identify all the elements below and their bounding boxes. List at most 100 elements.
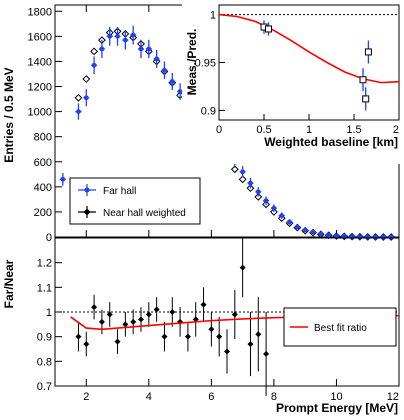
far-hall-point: [154, 56, 160, 62]
ratio-point: [83, 341, 90, 348]
inset-point: [265, 25, 272, 33]
inset-x-tick-label: 1.5: [346, 124, 361, 136]
far-hall-point: [76, 109, 81, 114]
near-hall-point: [238, 175, 247, 184]
inset-y-axis: 0.9 0.95 1: [195, 10, 225, 117]
ratio-point: [255, 331, 262, 338]
main-y-tick-label: 600: [34, 157, 52, 169]
far-hall-point: [334, 233, 339, 239]
inset-x-tick-label: 0.5: [256, 124, 271, 136]
ratio-y-tick-label: 1.2: [37, 258, 52, 270]
far-hall-point: [122, 37, 128, 43]
inset-point: [362, 95, 370, 103]
legend-best-fit-label: Best fit ratio: [314, 323, 367, 334]
x-tick-label: 2: [83, 391, 89, 403]
inset-x-tick-label: 2: [393, 124, 399, 136]
main-y-axis: 0 200 400 600 800 1000 1200 1400 1600 1800: [28, 5, 400, 244]
far-hall-point: [138, 46, 144, 52]
inset-x-axis: 0 0.5 1 1.5 2: [216, 114, 400, 136]
ratio-point: [231, 311, 238, 318]
inset-point: [359, 76, 367, 84]
far-hall-point: [294, 224, 300, 230]
inset-point: [364, 48, 372, 56]
x-tick-label: 6: [208, 391, 214, 403]
far-hall-point: [83, 95, 89, 101]
far-hall-point: [240, 169, 246, 175]
ratio-point: [91, 304, 98, 311]
ratio-point: [130, 318, 137, 325]
ratio-y-tick-label: 1.1: [37, 282, 52, 294]
main-y-tick-label: 400: [34, 182, 52, 194]
legend-near-hall-label: Near hall weighted: [103, 208, 186, 219]
ratio-point: [208, 326, 215, 333]
x-tick-label: 8: [271, 391, 277, 403]
ratio-x-axis: 2 4 6 8 10 12: [83, 379, 400, 403]
ratio-point: [184, 333, 191, 340]
main-legend: Far hall Near hall weighted: [69, 177, 201, 225]
far-hall-point: [271, 205, 277, 211]
far-hall-point: [263, 198, 269, 204]
far-hall-point: [365, 234, 371, 240]
inset-y-tick-label: 0.9: [201, 105, 216, 117]
near-hall-point: [90, 47, 98, 56]
far-hall-point: [279, 213, 285, 219]
main-y-axis-label: Entries / 0.5 MeV: [2, 67, 16, 162]
ratio-y-tick-label: 0.9: [37, 332, 52, 344]
far-hall-point: [388, 234, 394, 240]
far-hall-point: [60, 176, 66, 182]
far-hall-point: [91, 62, 97, 68]
ratio-point: [106, 311, 113, 318]
inset-y-axis-label: Meas./Pred.: [185, 29, 199, 96]
inset-y-tick-label: 1: [210, 10, 216, 22]
ratio-point: [114, 338, 121, 345]
main-y-tick-label: 1600: [28, 31, 52, 43]
ratio-point: [138, 316, 144, 323]
far-hall-point: [107, 33, 113, 39]
main-y-tick-label: 1800: [28, 6, 52, 18]
ratio-y-tick-label: 0.8: [37, 356, 52, 368]
main-legend-box: [69, 177, 201, 225]
ratio-y-axis: 0.7 0.8 0.9 1 1.1 1.2: [37, 258, 62, 393]
far-hall-point: [146, 46, 152, 52]
main-y-tick-label: 1000: [28, 107, 52, 119]
near-hall-point: [82, 75, 91, 83]
far-hall-point: [302, 227, 308, 233]
far-hall-point: [177, 89, 183, 94]
x-tick-label: 12: [387, 391, 399, 403]
inset-y-tick-label: 0.95: [195, 58, 216, 70]
main-y-tick-label: 1400: [28, 56, 52, 68]
ratio-point: [98, 318, 105, 325]
inset-panel: 0.9 0.95 1 0 0.5 1 1.5 2 Meas./Pred. Weighted …: [182, 0, 404, 164]
far-hall-point: [318, 231, 324, 237]
ratio-panel: 0.7 0.8 0.9 1 1.1 1.2 2 4 6 8 10 12 Far/Near Promp…: [2, 237, 400, 415]
ratio-point: [75, 333, 82, 340]
far-hall-point: [357, 234, 363, 240]
ratio-point: [239, 264, 246, 271]
x-tick-label: 10: [330, 391, 342, 403]
main-y-tick-label: 0: [46, 232, 52, 244]
ratio-y-tick-label: 0.7: [37, 381, 52, 393]
ratio-point: [247, 341, 254, 348]
main-panel: 0 200 400 600 800 1000 1200 1400 1600 1800 Entrie…: [2, 4, 400, 244]
ratio-y-tick-label: 1: [46, 307, 52, 319]
far-hall-point: [99, 46, 105, 52]
far-hall-point: [380, 234, 386, 240]
main-y-tick-label: 800: [34, 132, 52, 144]
ratio-point: [122, 321, 129, 328]
far-hall-point: [255, 189, 261, 195]
ratio-point: [192, 316, 199, 323]
far-hall-point: [169, 79, 175, 84]
main-y-tick-label: 1200: [28, 82, 52, 94]
far-hall-point: [310, 229, 316, 235]
far-hall-point: [162, 67, 167, 73]
legend-far-hall-dot: [84, 187, 90, 193]
far-hall-point: [326, 232, 332, 238]
main-series-layer: [59, 25, 396, 241]
ratio-point: [153, 306, 160, 313]
inset-series-layer: [218, 13, 400, 111]
ratio-point: [224, 348, 230, 355]
x-axis-label: Prompt Energy [MeV]: [276, 401, 398, 415]
near-hall-point: [254, 192, 263, 201]
far-hall-point: [373, 234, 378, 240]
